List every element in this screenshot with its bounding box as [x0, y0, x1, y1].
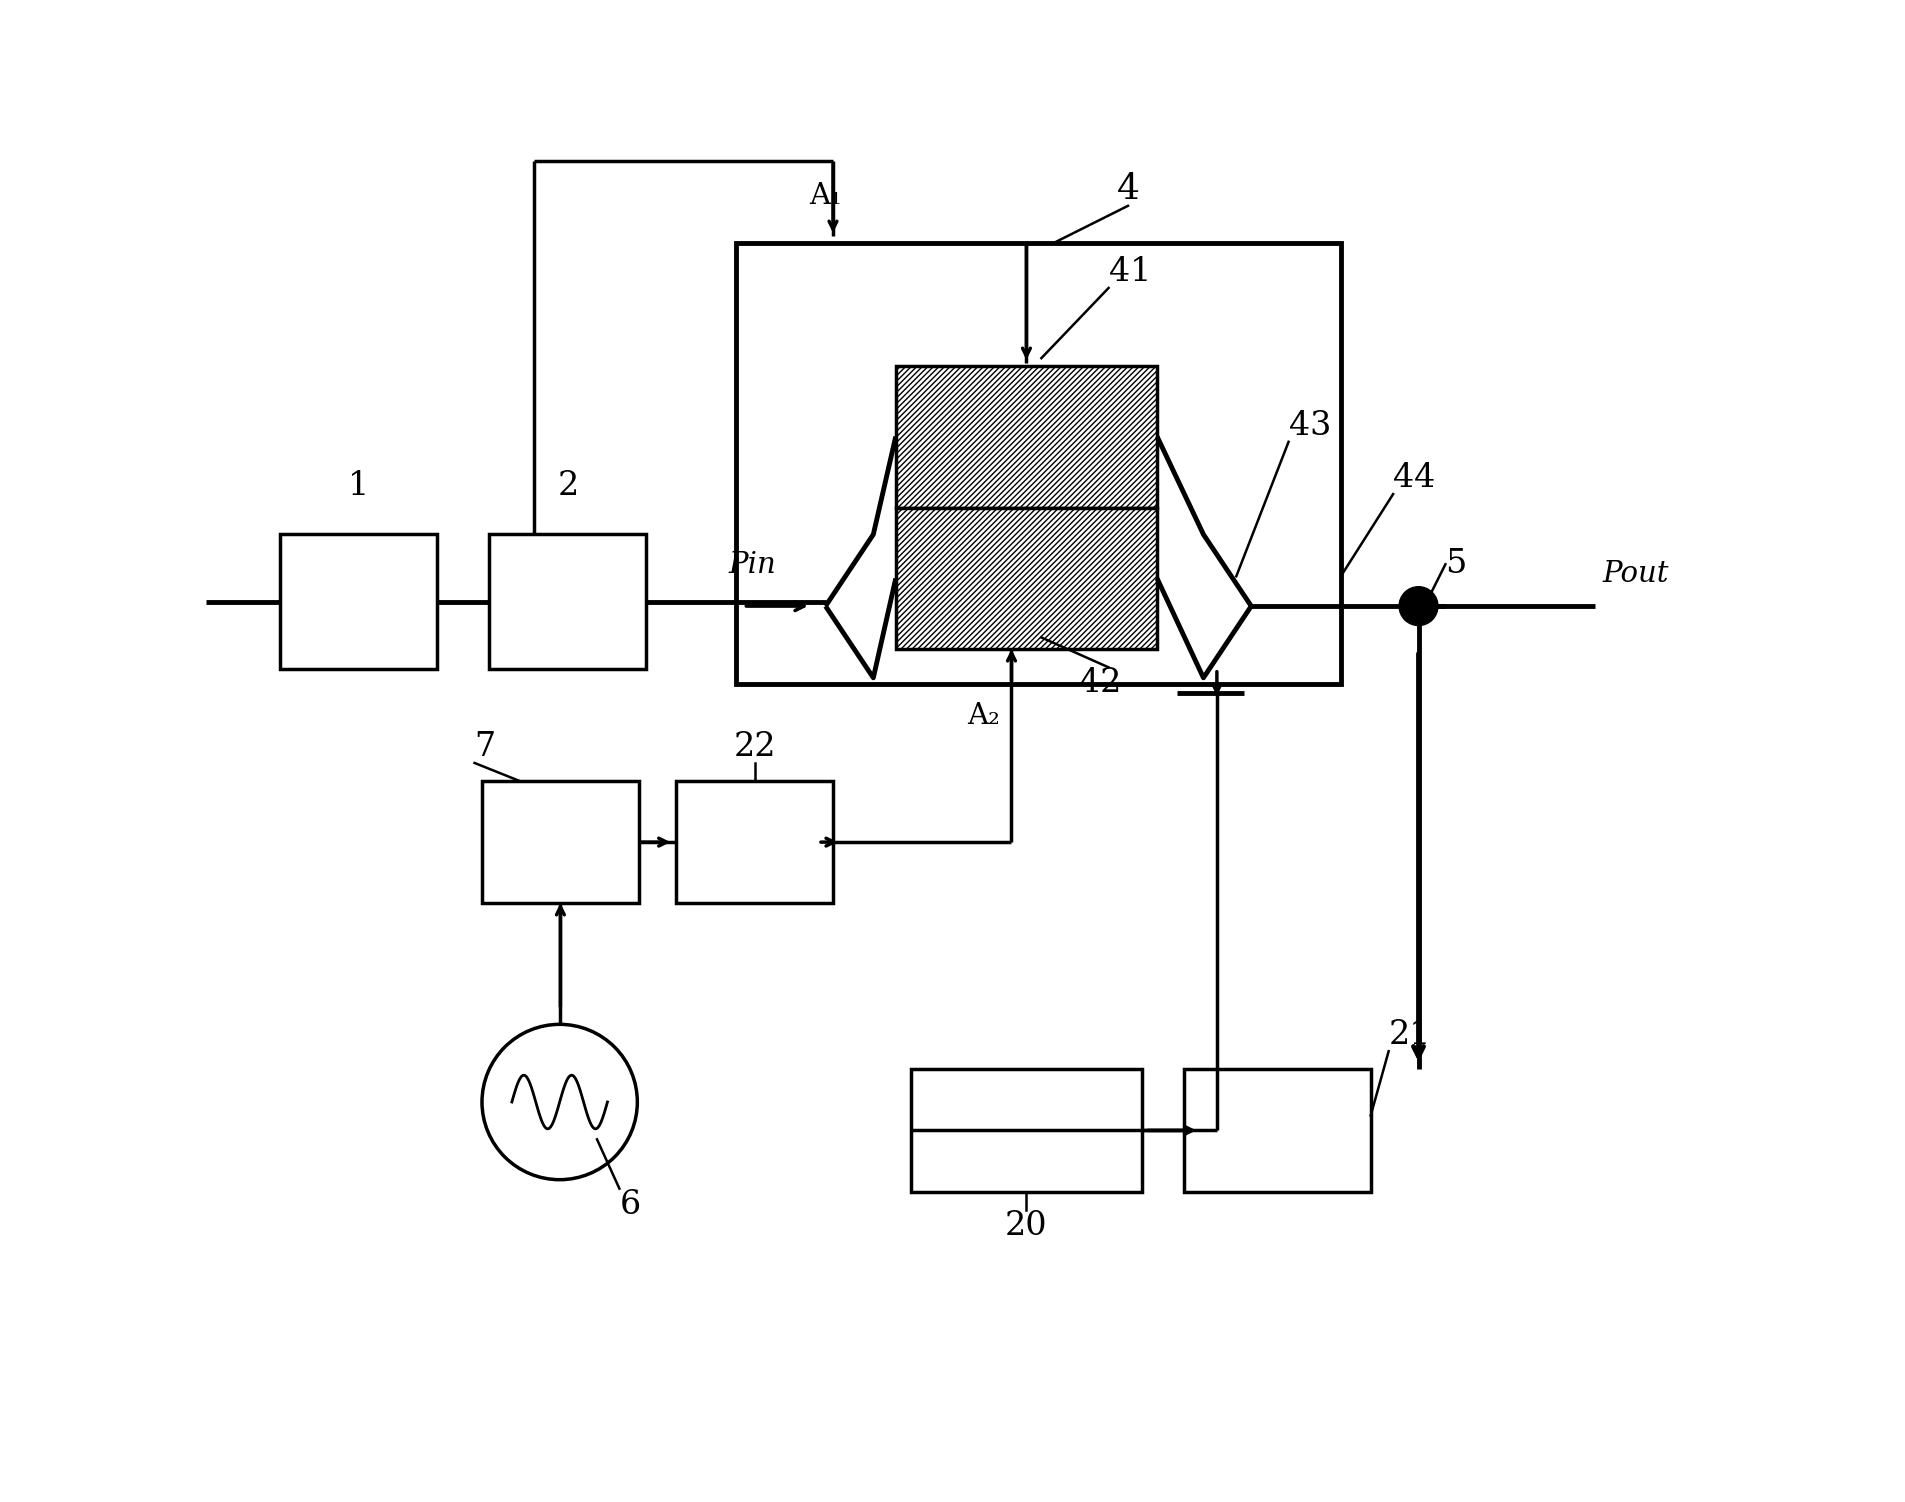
Bar	[895, 508, 1156, 649]
Bar	[895, 365, 1156, 508]
Text: 1: 1	[349, 470, 370, 502]
Text: 41: 41	[1109, 255, 1151, 288]
Bar	[490, 535, 646, 668]
Circle shape	[1398, 587, 1438, 625]
Bar	[482, 781, 638, 903]
Text: 20: 20	[1006, 1209, 1048, 1242]
Bar	[676, 781, 832, 903]
Circle shape	[482, 1024, 638, 1179]
Text: A₁: A₁	[810, 182, 842, 210]
Text: 44: 44	[1393, 463, 1434, 494]
Text: A₂: A₂	[966, 701, 1000, 730]
Bar	[1185, 1069, 1372, 1191]
Text: 7: 7	[474, 731, 495, 763]
Text: Pin: Pin	[728, 551, 775, 580]
Bar	[911, 1069, 1143, 1191]
Text: 4: 4	[1116, 171, 1139, 206]
Text: 43: 43	[1288, 410, 1332, 442]
Bar	[280, 535, 436, 668]
Text: 42: 42	[1078, 667, 1120, 700]
Text: 6: 6	[619, 1188, 640, 1221]
Text: Pout: Pout	[1602, 560, 1669, 589]
Text: 5: 5	[1446, 548, 1467, 580]
Bar	[735, 243, 1341, 683]
Text: 21: 21	[1389, 1020, 1431, 1051]
Text: 22: 22	[733, 731, 775, 763]
Text: 2: 2	[558, 470, 579, 502]
